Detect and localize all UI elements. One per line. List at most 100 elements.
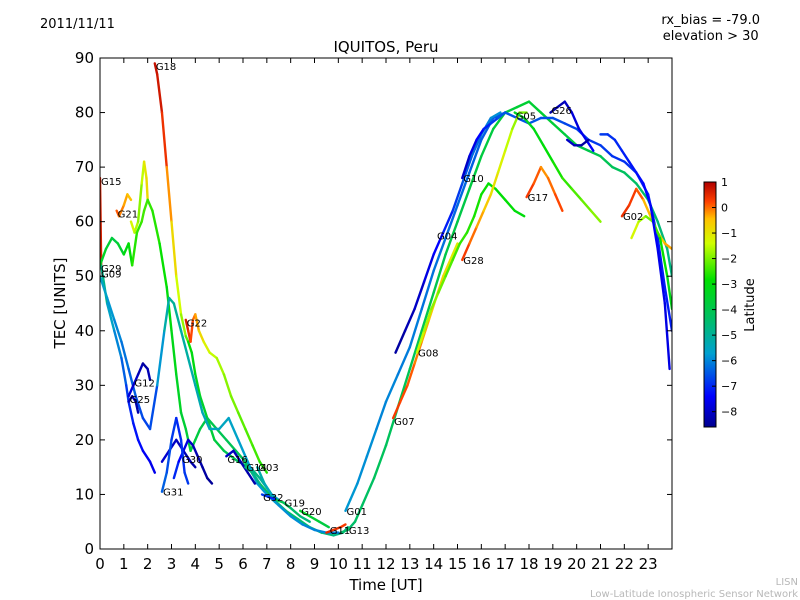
track-segment [299, 509, 311, 518]
track-segment [165, 438, 173, 474]
track-segment [234, 449, 247, 463]
track-segment [563, 100, 574, 114]
track-segment [208, 351, 218, 360]
y-tick-label: 50 [75, 267, 94, 285]
track-segment [260, 493, 271, 499]
track-segment [197, 329, 205, 343]
track-segment [375, 400, 388, 431]
track-segment [468, 154, 483, 191]
track-segment [623, 171, 638, 185]
track-segment [637, 215, 647, 223]
track-segment [116, 242, 126, 256]
track-segment [666, 275, 672, 311]
track-segment [127, 384, 135, 398]
track-segment [489, 171, 500, 196]
track-segment [153, 62, 159, 76]
track-segment [475, 209, 485, 229]
track-segment [184, 318, 190, 332]
satellite-label-g22: G22 [187, 319, 207, 330]
x-tick-label: 22 [615, 555, 634, 573]
track-segment [142, 160, 148, 180]
track-segment [489, 111, 502, 120]
track-segment [104, 236, 114, 251]
track-segment [451, 242, 462, 262]
track-segment [105, 296, 116, 322]
x-tick-label: 9 [310, 555, 320, 573]
track-segment [496, 149, 507, 174]
track-segment [251, 471, 261, 485]
track-segment [563, 133, 578, 147]
track-segment [182, 438, 190, 452]
track-segment [160, 449, 171, 463]
track-segment [577, 127, 588, 142]
series-g20 [299, 509, 330, 529]
track-segment [554, 193, 564, 212]
series-g05 [513, 111, 602, 223]
track-segment [222, 373, 233, 398]
colorbar: 1 0 −1 −2 −3 −4 −5 −6 −7 −8 Latitude [703, 176, 758, 428]
track-segment [136, 362, 145, 376]
track-segment [215, 356, 226, 376]
track-segment [546, 176, 557, 196]
track-segment [658, 236, 669, 278]
track-segment [487, 182, 497, 191]
track-segment [134, 395, 145, 420]
track-segment [570, 111, 581, 131]
x-tick-label: 11 [353, 555, 372, 573]
x-tick-label: 20 [567, 555, 586, 573]
series-g08 [415, 182, 526, 354]
track-segment [480, 182, 490, 196]
series-g03 [256, 465, 280, 502]
track-segment [160, 471, 168, 493]
track-segment [620, 149, 631, 163]
x-tick-label: 23 [639, 555, 658, 573]
y-tick-label: 80 [75, 104, 94, 122]
track-segment [244, 465, 254, 474]
track-segment [289, 506, 302, 518]
satellite-label-g21: G21 [118, 209, 138, 220]
x-tick-label: 16 [472, 555, 491, 573]
satellite-label-g30: G30 [182, 455, 202, 466]
series-g25 [127, 395, 140, 414]
track-segment [100, 275, 109, 300]
track-segment [346, 520, 357, 532]
track-segment [444, 220, 459, 256]
track-segment [194, 427, 202, 442]
track-segment [229, 395, 240, 414]
track-segment [384, 373, 400, 403]
satellite-label-g09: G09 [101, 269, 121, 280]
track-segment [666, 247, 672, 278]
track-segment [408, 329, 423, 371]
x-tick-label: 7 [262, 555, 272, 573]
satellite-label-g18: G18 [156, 62, 176, 73]
track-segment [399, 384, 409, 403]
track-segment [127, 367, 137, 398]
satellite-label-g02: G02 [623, 212, 643, 223]
track-segment [136, 438, 145, 452]
track-segment [580, 138, 590, 147]
track-segment [570, 187, 583, 202]
track-segment [523, 116, 535, 131]
track-segment [120, 340, 130, 371]
track-segment [420, 291, 435, 332]
track-segment [656, 247, 667, 305]
track-segment [277, 504, 292, 518]
track-segment [420, 269, 435, 311]
colorbar-tick-label: 1 [721, 176, 728, 189]
series-layer [100, 62, 672, 537]
series-g31 [160, 416, 190, 493]
track-segment [551, 116, 566, 125]
satellite-label-g12: G12 [134, 379, 154, 390]
track-segment [135, 220, 143, 234]
track-segment [496, 111, 507, 120]
track-segment [480, 127, 495, 158]
track-segment [649, 204, 659, 251]
track-segment [132, 422, 140, 442]
track-segment [513, 209, 526, 218]
track-segment [232, 449, 242, 463]
track-segment [589, 209, 602, 223]
satellite-label-g26: G26 [551, 106, 571, 117]
x-tick-label: 21 [591, 555, 610, 573]
track-segment [313, 528, 328, 534]
track-segment [268, 495, 278, 502]
